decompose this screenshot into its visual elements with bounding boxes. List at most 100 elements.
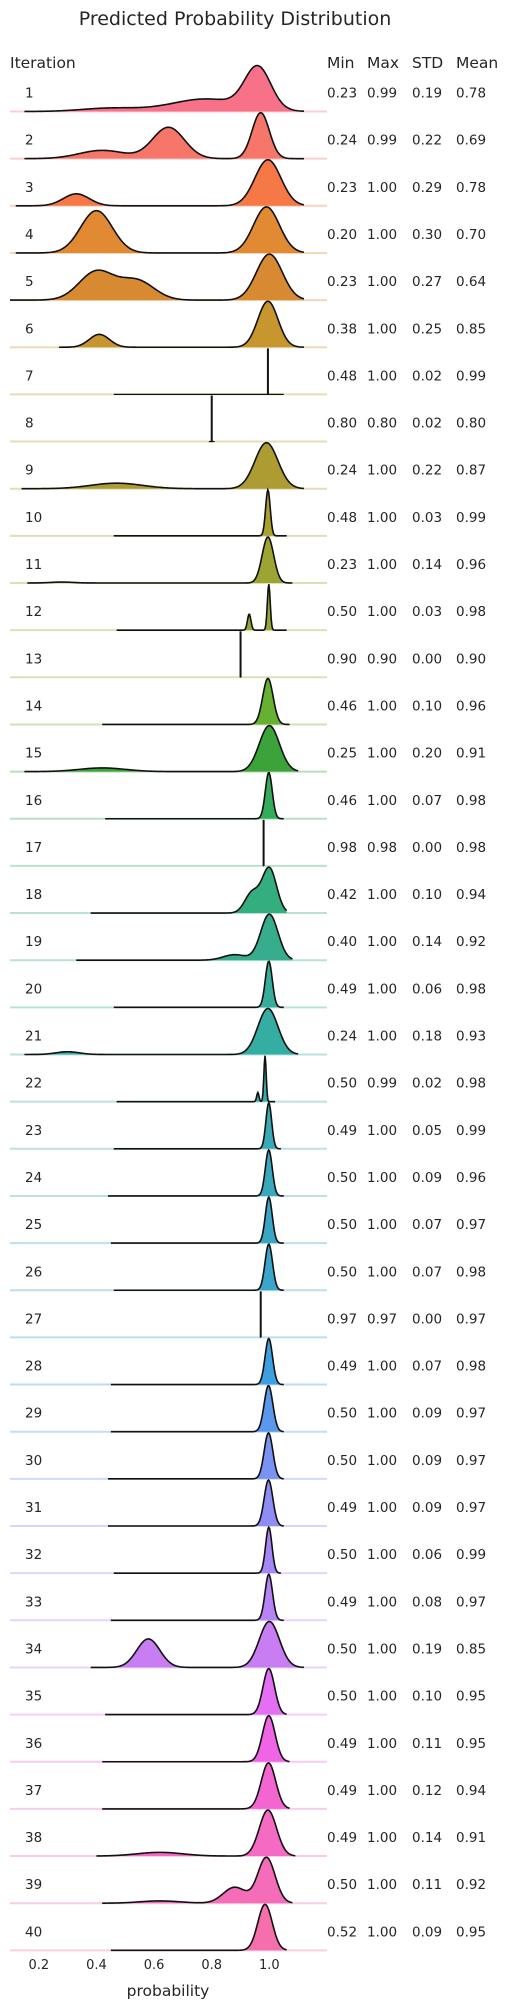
stat-std: 0.07 — [412, 1264, 442, 1280]
stat-mean: 0.87 — [456, 463, 486, 479]
stat-std: 0.10 — [412, 698, 442, 714]
stat-max: 1.00 — [367, 1547, 397, 1563]
iteration-label: 21 — [25, 1029, 42, 1045]
stat-mean: 0.98 — [456, 1076, 486, 1092]
density-outline — [113, 1525, 281, 1574]
stat-mean: 0.78 — [456, 86, 486, 102]
density-fill — [113, 1244, 284, 1291]
stat-std: 0.03 — [412, 604, 442, 620]
stat-max: 1.00 — [367, 1170, 397, 1186]
stat-mean: 0.99 — [456, 1123, 486, 1139]
stat-max: 0.80 — [367, 416, 397, 432]
ridge-row: 32 0.50 1.00 0.06 0.99 — [10, 1525, 486, 1575]
stat-mean: 0.99 — [456, 1547, 486, 1563]
density-fill — [110, 1338, 284, 1385]
density-outline — [96, 1809, 296, 1857]
stat-mean: 0.93 — [456, 1029, 486, 1045]
stat-max: 1.00 — [367, 604, 397, 620]
iteration-label: 30 — [25, 1453, 42, 1469]
stat-min: 0.49 — [327, 1736, 357, 1752]
density-outline — [21, 441, 305, 490]
iteration-label: 3 — [25, 180, 34, 196]
stat-min: 0.23 — [327, 180, 357, 196]
stat-mean: 0.96 — [456, 698, 486, 714]
iteration-label: 29 — [25, 1406, 42, 1422]
stat-min: 0.48 — [327, 368, 357, 384]
stat-std: 0.19 — [412, 1641, 442, 1657]
stat-max: 1.00 — [367, 463, 397, 479]
iteration-label: 2 — [25, 133, 34, 149]
iteration-label: 19 — [25, 934, 42, 950]
density-fill — [113, 1527, 281, 1574]
iteration-label: 15 — [25, 746, 42, 762]
stat-min: 0.24 — [327, 1029, 357, 1045]
stat-mean: 0.91 — [456, 746, 486, 762]
stat-min: 0.49 — [327, 1500, 357, 1516]
ridge-row: 33 0.49 1.00 0.08 0.97 — [10, 1573, 486, 1622]
density-outline — [15, 159, 305, 207]
x-tick-label: 1.0 — [259, 1958, 280, 1973]
stat-std: 0.05 — [412, 1123, 442, 1139]
iteration-label: 7 — [25, 368, 34, 384]
ridge-row: 16 0.46 1.00 0.07 0.98 — [10, 771, 486, 820]
density-fill — [21, 442, 304, 489]
stat-min: 0.46 — [327, 698, 357, 714]
density-outline — [110, 1195, 284, 1244]
stat-max: 1.00 — [367, 1029, 397, 1045]
stat-min: 0.50 — [327, 1264, 357, 1280]
stat-min: 0.49 — [327, 1359, 357, 1375]
stat-mean: 0.92 — [456, 934, 486, 950]
stat-std: 0.09 — [412, 1406, 442, 1422]
density-fill — [102, 1715, 290, 1762]
ridge-row: 10 0.48 1.00 0.03 0.99 — [10, 487, 486, 537]
stat-std: 0.11 — [412, 1736, 442, 1752]
density-fill — [27, 537, 293, 583]
iteration-label: 25 — [25, 1217, 42, 1233]
stat-max: 0.97 — [367, 1311, 397, 1327]
ridge-row: 12 0.50 1.00 0.03 0.98 — [10, 584, 486, 632]
stat-mean: 0.96 — [456, 1170, 486, 1186]
stat-mean: 0.78 — [456, 180, 486, 196]
mean-header: Mean — [456, 54, 498, 72]
density-fill — [110, 1904, 287, 1951]
iteration-label: 5 — [25, 274, 34, 290]
density-outline — [116, 1055, 276, 1103]
chart-title: Predicted Probability Distribution — [79, 8, 392, 30]
stat-max: 1.00 — [367, 1783, 397, 1799]
iteration-label: 4 — [25, 227, 34, 243]
stat-std: 0.14 — [412, 557, 442, 573]
stat-min: 0.42 — [327, 887, 357, 903]
ridge-row: 25 0.50 1.00 0.07 0.97 — [10, 1195, 486, 1245]
ridge-row: 15 0.25 1.00 0.20 0.91 — [10, 724, 486, 773]
iteration-label: 32 — [25, 1547, 42, 1563]
density-outline — [15, 206, 305, 254]
ridge-row: 2 0.24 0.99 0.22 0.69 — [10, 111, 486, 160]
x-tick-label: 0.4 — [86, 1958, 107, 1973]
ridge-row: 14 0.46 1.00 0.10 0.96 — [10, 677, 486, 726]
stat-std: 0.07 — [412, 1359, 442, 1375]
density-outline — [110, 1573, 284, 1622]
iteration-label: 23 — [25, 1123, 42, 1139]
ridge-row: 19 0.40 1.00 0.14 0.92 — [10, 913, 486, 962]
max-header: Max — [367, 54, 399, 72]
stat-min: 0.50 — [327, 1170, 357, 1186]
iteration-label: 8 — [25, 416, 34, 432]
ridge-rows: 1 0.23 0.99 0.19 0.782 0.24 0.99 0.22 0.693 0.23 1… — [10, 64, 486, 1952]
density-outline — [24, 724, 299, 773]
stat-max: 1.00 — [367, 1736, 397, 1752]
density-fill — [24, 1008, 299, 1055]
density-outline — [105, 1667, 287, 1716]
stat-min: 0.50 — [327, 1877, 357, 1893]
density-fill — [113, 1102, 281, 1149]
stat-min: 0.80 — [327, 416, 357, 432]
density-fill — [107, 1149, 284, 1196]
stat-std: 0.18 — [412, 1029, 442, 1045]
ridge-row: 22 0.50 0.99 0.02 0.98 — [10, 1055, 486, 1103]
iteration-label: 18 — [25, 887, 42, 903]
iteration-label: 12 — [25, 604, 42, 620]
ridge-row: 29 0.50 1.00 0.09 0.97 — [10, 1384, 486, 1433]
density-fill — [24, 725, 299, 772]
stat-mean: 0.99 — [456, 368, 486, 384]
density-outline — [24, 111, 304, 160]
stat-mean: 0.98 — [456, 604, 486, 620]
